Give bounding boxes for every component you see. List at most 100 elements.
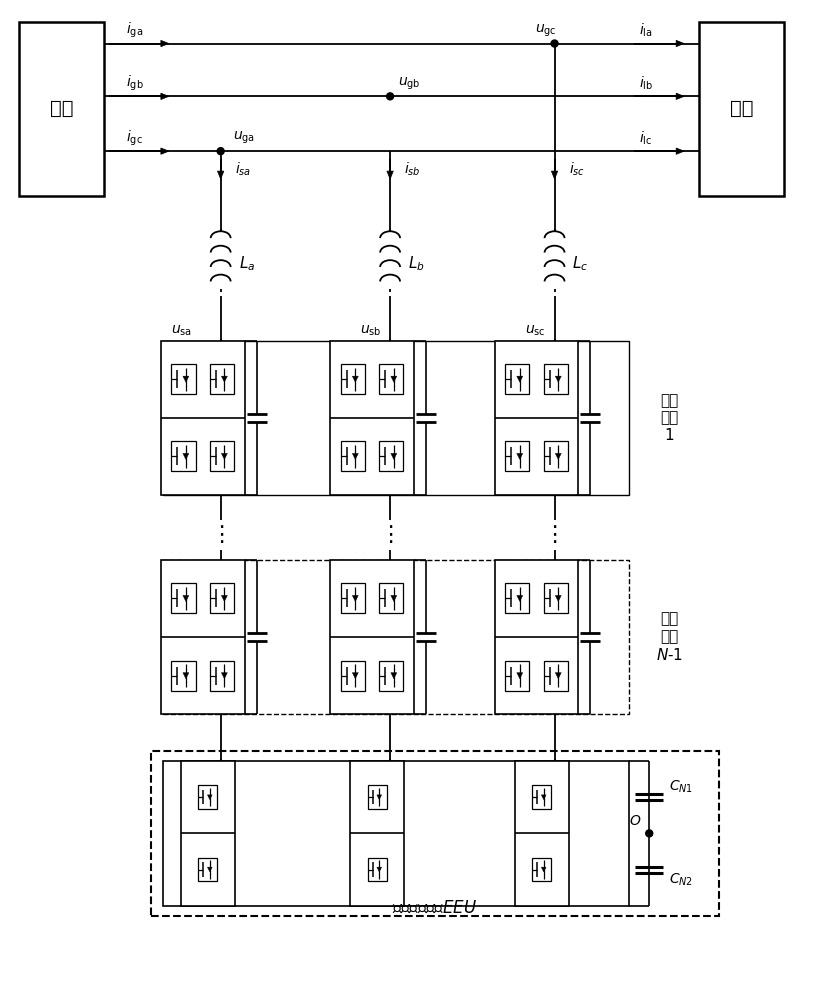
Bar <box>514 761 569 906</box>
Polygon shape <box>391 595 397 601</box>
Polygon shape <box>207 867 212 872</box>
Circle shape <box>217 148 224 155</box>
Polygon shape <box>352 673 358 679</box>
Circle shape <box>646 830 653 837</box>
Polygon shape <box>161 148 169 154</box>
Text: $i_{\rm lb}$: $i_{\rm lb}$ <box>639 75 654 92</box>
Polygon shape <box>352 453 358 459</box>
Bar <box>379 661 404 691</box>
Polygon shape <box>161 40 169 47</box>
Text: ⋮: ⋮ <box>544 525 565 545</box>
Bar <box>163 341 629 495</box>
Polygon shape <box>517 595 523 601</box>
Polygon shape <box>221 453 227 459</box>
Polygon shape <box>183 376 189 382</box>
Text: $i_{\rm la}$: $i_{\rm la}$ <box>639 22 653 39</box>
Bar <box>379 441 404 471</box>
Text: 电网: 电网 <box>50 99 74 118</box>
Text: ⋮: ⋮ <box>379 525 401 545</box>
Polygon shape <box>183 673 189 679</box>
Polygon shape <box>221 673 227 679</box>
Bar <box>367 858 387 881</box>
Text: $O$: $O$ <box>629 814 641 828</box>
Text: 功率
模块
$N$-1: 功率 模块 $N$-1 <box>655 612 683 663</box>
Bar <box>151 751 719 916</box>
Text: $i_{\rm gc}$: $i_{\rm gc}$ <box>126 129 143 148</box>
Bar <box>544 364 568 394</box>
Text: $u_{\rm gb}$: $u_{\rm gb}$ <box>398 75 420 92</box>
Text: $i_{sb}$: $i_{sb}$ <box>404 160 420 178</box>
Polygon shape <box>377 867 382 872</box>
Text: $i_{sa}$: $i_{sa}$ <box>235 160 251 178</box>
Polygon shape <box>517 673 523 679</box>
Polygon shape <box>387 171 393 179</box>
Bar <box>544 661 568 691</box>
Polygon shape <box>676 148 684 154</box>
Bar <box>505 583 529 613</box>
Polygon shape <box>391 453 397 459</box>
Bar <box>171 441 195 471</box>
Bar <box>198 785 217 809</box>
Bar <box>341 364 365 394</box>
Polygon shape <box>676 93 684 100</box>
Bar <box>161 341 245 495</box>
Bar <box>699 22 784 196</box>
Polygon shape <box>676 40 684 47</box>
Text: $u_{\rm sc}$: $u_{\rm sc}$ <box>524 323 545 338</box>
Polygon shape <box>183 453 189 459</box>
Bar <box>210 583 234 613</box>
Polygon shape <box>555 376 561 382</box>
Text: $C_{N1}$: $C_{N1}$ <box>670 779 693 795</box>
Polygon shape <box>517 376 523 382</box>
Text: $L_c$: $L_c$ <box>572 254 589 273</box>
Bar <box>379 583 404 613</box>
Polygon shape <box>551 171 558 179</box>
Polygon shape <box>555 595 561 601</box>
Text: $u_{\rm sa}$: $u_{\rm sa}$ <box>171 323 192 338</box>
Polygon shape <box>221 376 227 382</box>
Text: ⋮: ⋮ <box>210 525 232 545</box>
Text: $i_{\rm ga}$: $i_{\rm ga}$ <box>126 21 143 40</box>
Bar <box>544 583 568 613</box>
Bar <box>341 583 365 613</box>
Text: $i_{\rm gb}$: $i_{\rm gb}$ <box>126 74 143 93</box>
Text: 负载: 负载 <box>730 99 753 118</box>
Bar <box>532 785 551 809</box>
Polygon shape <box>555 673 561 679</box>
Polygon shape <box>221 595 227 601</box>
Bar <box>19 22 104 196</box>
Polygon shape <box>377 795 382 800</box>
Polygon shape <box>541 795 546 800</box>
Bar <box>171 364 195 394</box>
Bar <box>505 661 529 691</box>
Polygon shape <box>391 376 397 382</box>
Polygon shape <box>217 171 224 179</box>
Bar <box>495 560 578 714</box>
Bar <box>544 441 568 471</box>
Circle shape <box>551 40 558 47</box>
Polygon shape <box>207 795 212 800</box>
Text: $u_{\rm gc}$: $u_{\rm gc}$ <box>535 22 556 39</box>
Polygon shape <box>391 673 397 679</box>
Polygon shape <box>541 867 546 872</box>
Polygon shape <box>352 376 358 382</box>
Text: $C_{N2}$: $C_{N2}$ <box>670 871 693 888</box>
Bar <box>180 761 235 906</box>
Text: $u_{\rm sb}$: $u_{\rm sb}$ <box>360 323 382 338</box>
Text: 功率
模块
1: 功率 模块 1 <box>660 393 678 443</box>
Bar <box>171 583 195 613</box>
Bar <box>210 364 234 394</box>
Text: $i_{sc}$: $i_{sc}$ <box>569 160 585 178</box>
Text: $u_{\rm ga}$: $u_{\rm ga}$ <box>232 130 255 146</box>
Bar <box>198 858 217 881</box>
Polygon shape <box>352 595 358 601</box>
Bar <box>379 364 404 394</box>
Text: $L_a$: $L_a$ <box>238 254 255 273</box>
Bar <box>210 661 234 691</box>
Bar <box>341 661 365 691</box>
Bar <box>341 441 365 471</box>
Bar <box>171 661 195 691</box>
Bar <box>331 560 414 714</box>
Bar <box>163 761 629 906</box>
Bar <box>210 441 234 471</box>
